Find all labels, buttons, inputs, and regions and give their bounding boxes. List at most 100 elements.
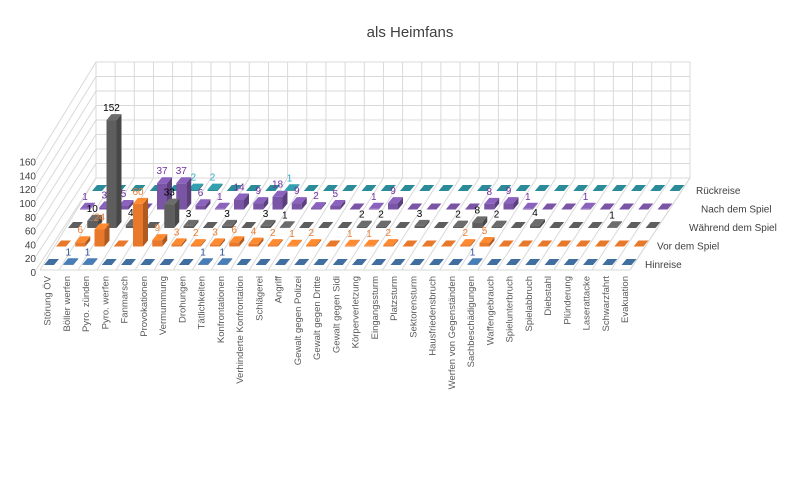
bar: 2 <box>306 228 322 247</box>
gridline <box>35 105 97 202</box>
bar-side <box>482 216 488 228</box>
bar-side <box>340 199 346 210</box>
bar-top <box>214 202 230 209</box>
bar: 2 <box>267 228 283 247</box>
bar-front <box>125 225 136 228</box>
data-label: 152 <box>103 103 120 114</box>
bar: 3 <box>414 209 430 228</box>
bar-side <box>374 239 379 247</box>
bar-side <box>386 220 391 228</box>
data-label: 1 <box>371 192 377 203</box>
bar-top <box>87 214 103 221</box>
bar: 8 <box>472 205 488 228</box>
bar-top <box>607 221 622 228</box>
bar-front <box>287 245 297 247</box>
bar: 3 <box>210 227 225 247</box>
gridline <box>306 177 365 271</box>
bar <box>465 203 480 210</box>
bar <box>542 203 557 210</box>
bar-front <box>580 208 591 210</box>
x-tick-label: Provokationen <box>139 276 150 337</box>
bar <box>349 203 365 210</box>
bar-side <box>104 223 110 247</box>
bar-side <box>232 219 237 228</box>
data-label: 1 <box>609 210 615 221</box>
bar-top <box>491 220 507 227</box>
bar-top <box>246 185 261 191</box>
x-tick-label: Körperverletzung <box>351 276 362 348</box>
bar-top <box>525 259 541 265</box>
data-label: 2 <box>270 228 276 239</box>
bar-side <box>143 197 148 247</box>
bar <box>395 222 411 228</box>
bar <box>506 259 521 265</box>
bar-front <box>234 199 244 210</box>
gridline <box>610 177 672 271</box>
bar-side <box>289 221 295 228</box>
bar-top <box>602 259 618 265</box>
bar-top <box>383 239 399 246</box>
x-tick-label: Hausfriedensbruch <box>428 276 439 356</box>
bar <box>303 185 319 191</box>
bar-front <box>198 264 208 265</box>
data-label: 6 <box>231 225 237 236</box>
x-axis: Störung ÖV Böller werfen Pyro. zünden Pyro.… <box>43 275 632 389</box>
bar: 14 <box>233 183 249 210</box>
bar: 2 <box>453 210 468 228</box>
bar <box>202 222 218 228</box>
bar <box>575 240 591 247</box>
bar-side <box>297 239 302 247</box>
bar <box>323 185 338 191</box>
bar: 1 <box>467 247 483 265</box>
bar-side <box>181 238 187 247</box>
bar-front <box>152 240 163 247</box>
bar: 1 <box>80 192 95 210</box>
data-label: 3 <box>101 190 107 201</box>
bar-top <box>364 239 379 246</box>
bar <box>563 259 579 265</box>
bar-front <box>472 222 483 228</box>
bar: 2 <box>491 210 507 228</box>
bar <box>638 203 654 210</box>
bar-top <box>426 203 442 210</box>
bar <box>510 222 526 228</box>
bar-top <box>568 222 584 228</box>
bar <box>525 259 541 265</box>
bar-front <box>479 242 490 247</box>
bar: 4 <box>248 227 264 247</box>
bar-top <box>330 199 346 206</box>
gridline <box>35 90 97 188</box>
x-tick-label: Plünderung <box>562 276 573 325</box>
bar-top <box>368 202 384 209</box>
bar-top <box>445 203 461 210</box>
bar-top <box>542 203 557 210</box>
bar <box>121 259 136 265</box>
gridline <box>191 177 250 271</box>
data-label: 14 <box>233 183 245 194</box>
bar-top <box>152 234 168 241</box>
data-label: 1 <box>85 247 91 258</box>
bar-side <box>489 236 495 247</box>
x-tick-label: Laserattacke <box>582 276 593 330</box>
data-label: 2 <box>385 228 391 239</box>
data-label: 6 <box>198 188 204 199</box>
bar-side <box>224 202 230 210</box>
bar <box>554 185 569 191</box>
data-label: 33 <box>164 188 176 199</box>
bar-top <box>207 183 223 190</box>
x-tick-label: Gewalt gegen Dritte <box>312 276 323 360</box>
bar-top <box>291 197 307 204</box>
data-label: 60 <box>132 187 144 198</box>
bar <box>448 259 464 265</box>
bar-top <box>68 222 83 228</box>
gridline <box>553 177 614 271</box>
bar-side <box>220 238 225 247</box>
bar-top <box>229 236 245 243</box>
data-label: 1 <box>347 229 353 240</box>
bar-top <box>356 220 372 227</box>
bar-top <box>472 216 488 223</box>
bar-side <box>617 221 622 228</box>
bar-top <box>592 185 608 191</box>
